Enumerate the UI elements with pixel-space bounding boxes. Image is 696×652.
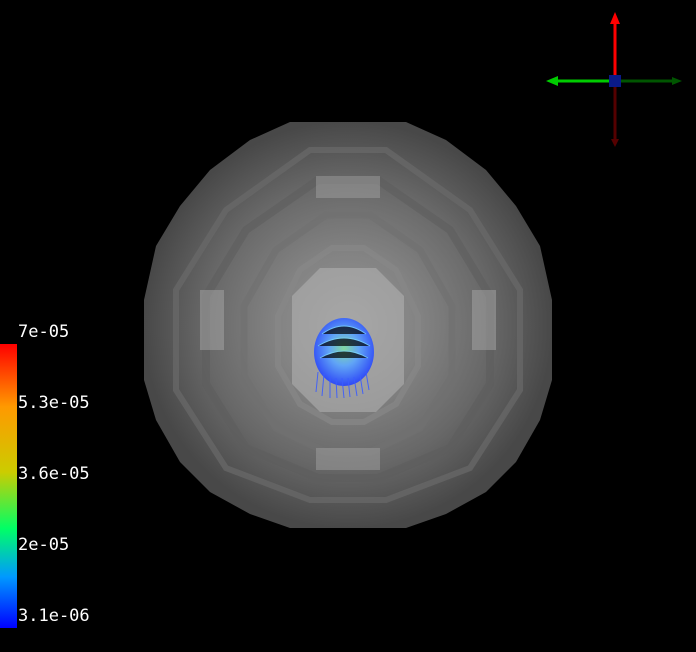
colorbar-label-3: 3.6e-05 xyxy=(18,464,90,484)
streamline-bundle[interactable] xyxy=(314,318,374,399)
colorbar-label-min: 3.1e-06 xyxy=(18,606,90,626)
orientation-axes-icon[interactable] xyxy=(546,12,682,147)
colorbar-gradient xyxy=(0,344,17,628)
colorbar-label-max: 7e-05 xyxy=(18,322,70,342)
colorbar-label-2: 5.3e-05 xyxy=(18,393,90,413)
colorbar-label-4: 2e-05 xyxy=(18,535,70,555)
